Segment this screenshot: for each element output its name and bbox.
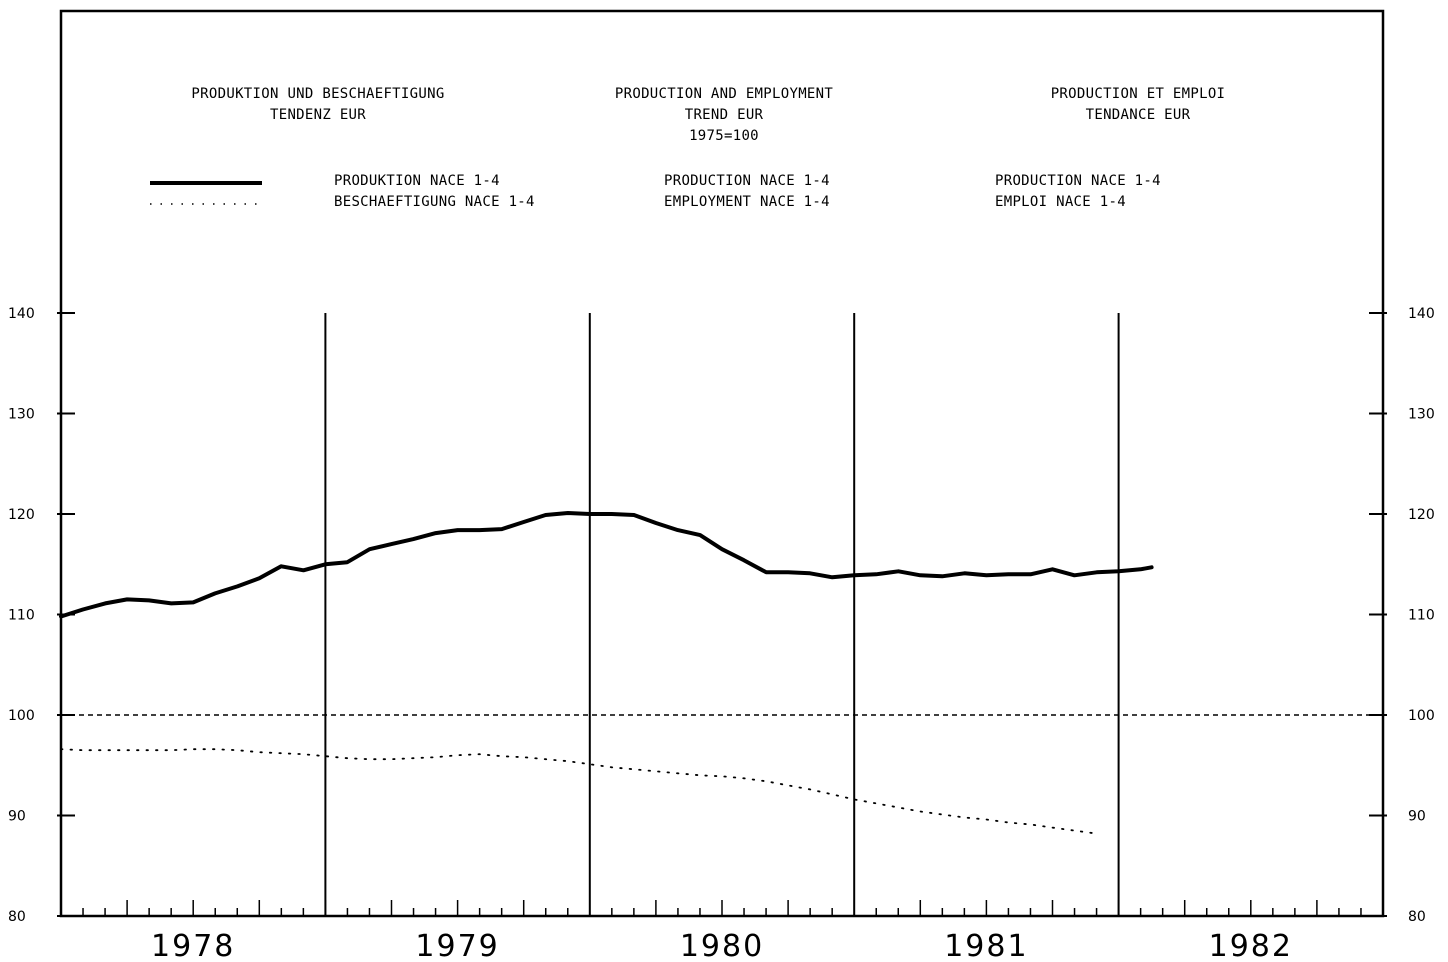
y-tick-label-right: 100 [1408, 708, 1435, 724]
y-tick-label-right: 110 [1408, 608, 1435, 624]
legend-french-employment: EMPLOI NACE 1-4 [995, 194, 1126, 210]
y-tick-label-left: 110 [8, 608, 35, 624]
legend-english-employment: EMPLOYMENT NACE 1-4 [664, 194, 830, 210]
y-tick-label-left: 90 [8, 809, 26, 825]
header-french-title: PRODUCTION ET EMPLOI [1050, 86, 1226, 102]
y-tick-label-left: 130 [8, 407, 35, 423]
header-english-base: 1975=100 [689, 128, 759, 144]
legend-german-production: PRODUKTION NACE 1-4 [334, 173, 500, 189]
legend-german-employment: BESCHAEFTIGUNG NACE 1-4 [334, 194, 535, 210]
legend-english-production: PRODUCTION NACE 1-4 [664, 173, 830, 189]
legend-french-production: PRODUCTION NACE 1-4 [995, 173, 1161, 189]
y-tick-label-right: 140 [1408, 306, 1435, 322]
legend-french: PRODUCTION NACE 1-4 EMPLOI NACE 1-4 [995, 171, 1161, 213]
header-german-subtitle: TENDENZ EUR [269, 107, 367, 123]
header-english-subtitle: TREND EUR [684, 107, 764, 123]
header-english: PRODUCTION AND EMPLOYMENT TREND EUR 1975… [524, 84, 924, 147]
header-german: PRODUKTION UND BESCHAEFTIGUNG TENDENZ EU… [118, 84, 518, 126]
header-french-subtitle: TENDANCE EUR [1085, 107, 1191, 123]
y-tick-label-right: 130 [1408, 407, 1435, 423]
y-tick-label-left: 140 [8, 306, 35, 322]
x-tick-label: 1982 [1209, 929, 1293, 962]
y-tick-label-left: 120 [8, 507, 35, 523]
x-tick-label: 1979 [415, 929, 499, 962]
y-tick-label-left: 80 [8, 909, 26, 925]
production-series-line [59, 511, 1154, 619]
y-tick-label-right: 90 [1408, 809, 1426, 825]
y-tick-label-right: 80 [1408, 909, 1426, 925]
y-tick-label-right: 120 [1408, 507, 1435, 523]
x-tick-label: 1980 [680, 929, 764, 962]
header-german-title: PRODUKTION UND BESCHAEFTIGUNG [191, 86, 445, 102]
header-english-title: PRODUCTION AND EMPLOYMENT [614, 86, 834, 102]
header-french: PRODUCTION ET EMPLOI TENDANCE EUR [938, 84, 1338, 126]
y-tick-label-left: 100 [8, 708, 35, 724]
x-tick-label: 1981 [944, 929, 1028, 962]
legend-german: PRODUKTION NACE 1-4 BESCHAEFTIGUNG NACE … [334, 171, 535, 213]
legend-english: PRODUCTION NACE 1-4 EMPLOYMENT NACE 1-4 [664, 171, 830, 213]
employment-series-line [60, 748, 1098, 835]
x-tick-label: 1978 [151, 929, 235, 962]
